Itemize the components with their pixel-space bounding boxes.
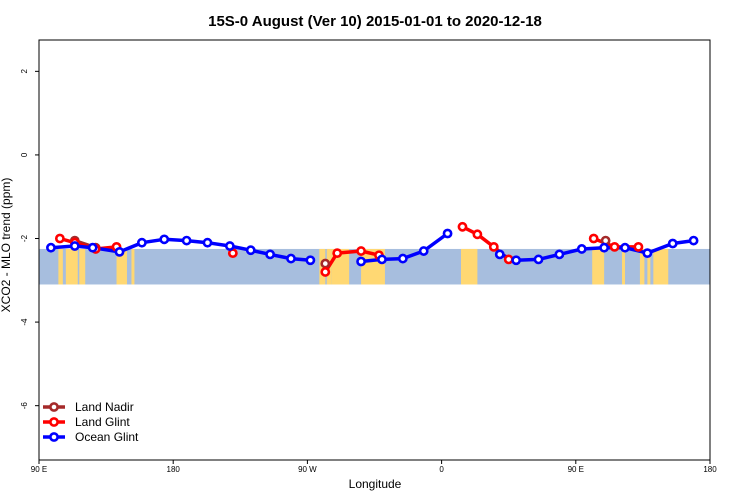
x-tick-label: 90 E [568,465,584,474]
legend-ocean-glint-marker [49,432,59,442]
x-tick-label: 90 E [31,465,47,474]
land-glint-point [457,221,468,232]
land-patch [653,248,669,285]
ocean-glint-point [356,256,366,267]
ocean-glint-point [642,248,653,259]
ocean-glint-point [620,242,630,253]
ocean-glint-point [494,249,505,260]
land-glint-point [588,233,599,244]
land-patch [639,248,645,285]
land-patch [116,248,127,285]
land-glint-point [503,254,514,265]
ocean-glint-point [554,249,565,260]
ocean-glint-point [46,242,56,253]
land-glint-point [488,241,499,252]
land-glint-line [323,249,380,273]
legend-land-glint-label: Land Glint [75,415,130,429]
x-tick-label: 180 [703,465,717,474]
y-axis-label: XCO2 - MLO trend (ppm) [0,178,13,313]
legend-ocean-glint-label: Ocean Glint [75,430,139,444]
land-patch [622,248,626,285]
legend-land-nadir-marker [49,402,59,412]
legend-land-glint-marker [49,417,59,427]
ocean-glint-point [245,245,256,256]
ocean-glint-point [305,255,316,266]
land-patch [79,248,86,285]
ocean-glint-point [286,253,296,264]
land-glint-point [332,248,343,259]
land-patch [647,248,651,285]
ocean-glint-point [511,255,522,266]
x-tick-label: 0 [439,465,444,474]
ocean-glint-point [265,249,276,260]
land-patch [131,248,135,285]
x-axis-label: Longitude [349,477,402,491]
y-tick-label: -4 [20,318,29,326]
y-axis: 2 0 -2 -4 -6 [20,69,39,410]
ocean-glint-point [87,242,98,253]
x-axis: 90 E 180 90 W 0 90 E 180 [31,460,717,474]
legend-land-nadir-label: Land Nadir [75,400,134,414]
land-glint-point [633,241,644,252]
x-tick-label: 90 W [298,465,317,474]
ocean-glint-point [418,246,429,256]
y-tick-label: -2 [20,234,29,242]
ocean-glint-point [599,242,610,253]
ocean-glint-point [397,253,408,264]
y-tick-label: 2 [20,69,29,74]
land-patch [460,248,478,285]
y-tick-label: 0 [20,152,29,157]
land-patch [58,248,63,285]
ocean-glint-point [576,244,587,254]
ocean-glint-point [667,238,678,249]
ocean-glint-point [159,234,170,245]
chart-title: 15S-0 August (Ver 10) 2015-01-01 to 2020… [208,13,542,30]
land-glint-point [54,233,65,244]
land-patch [592,248,605,285]
land-patch [65,248,78,285]
x-tick-label: 180 [167,465,181,474]
y-tick-label: -6 [20,402,29,410]
land-glint-point [320,267,331,277]
series-points [46,221,699,277]
ocean-glint-point [136,237,147,248]
ocean-glint-point [181,235,192,246]
land-glint-point [609,241,620,252]
ocean-glint-point [377,254,387,265]
ocean-glint-point [442,228,453,239]
ocean-glint-point [202,237,213,248]
ocean-glint-point [224,241,235,251]
plot-frame [38,39,711,461]
ocean-glint-line [499,238,694,262]
ocean-glint-point [114,246,125,257]
ocean-glint-point [688,235,699,246]
land-nadir-point [320,258,331,269]
land-glint-point [472,229,483,240]
land-glint-point [356,246,366,256]
ocean-glint-point [533,254,544,265]
ocean-glint-point [69,241,80,251]
